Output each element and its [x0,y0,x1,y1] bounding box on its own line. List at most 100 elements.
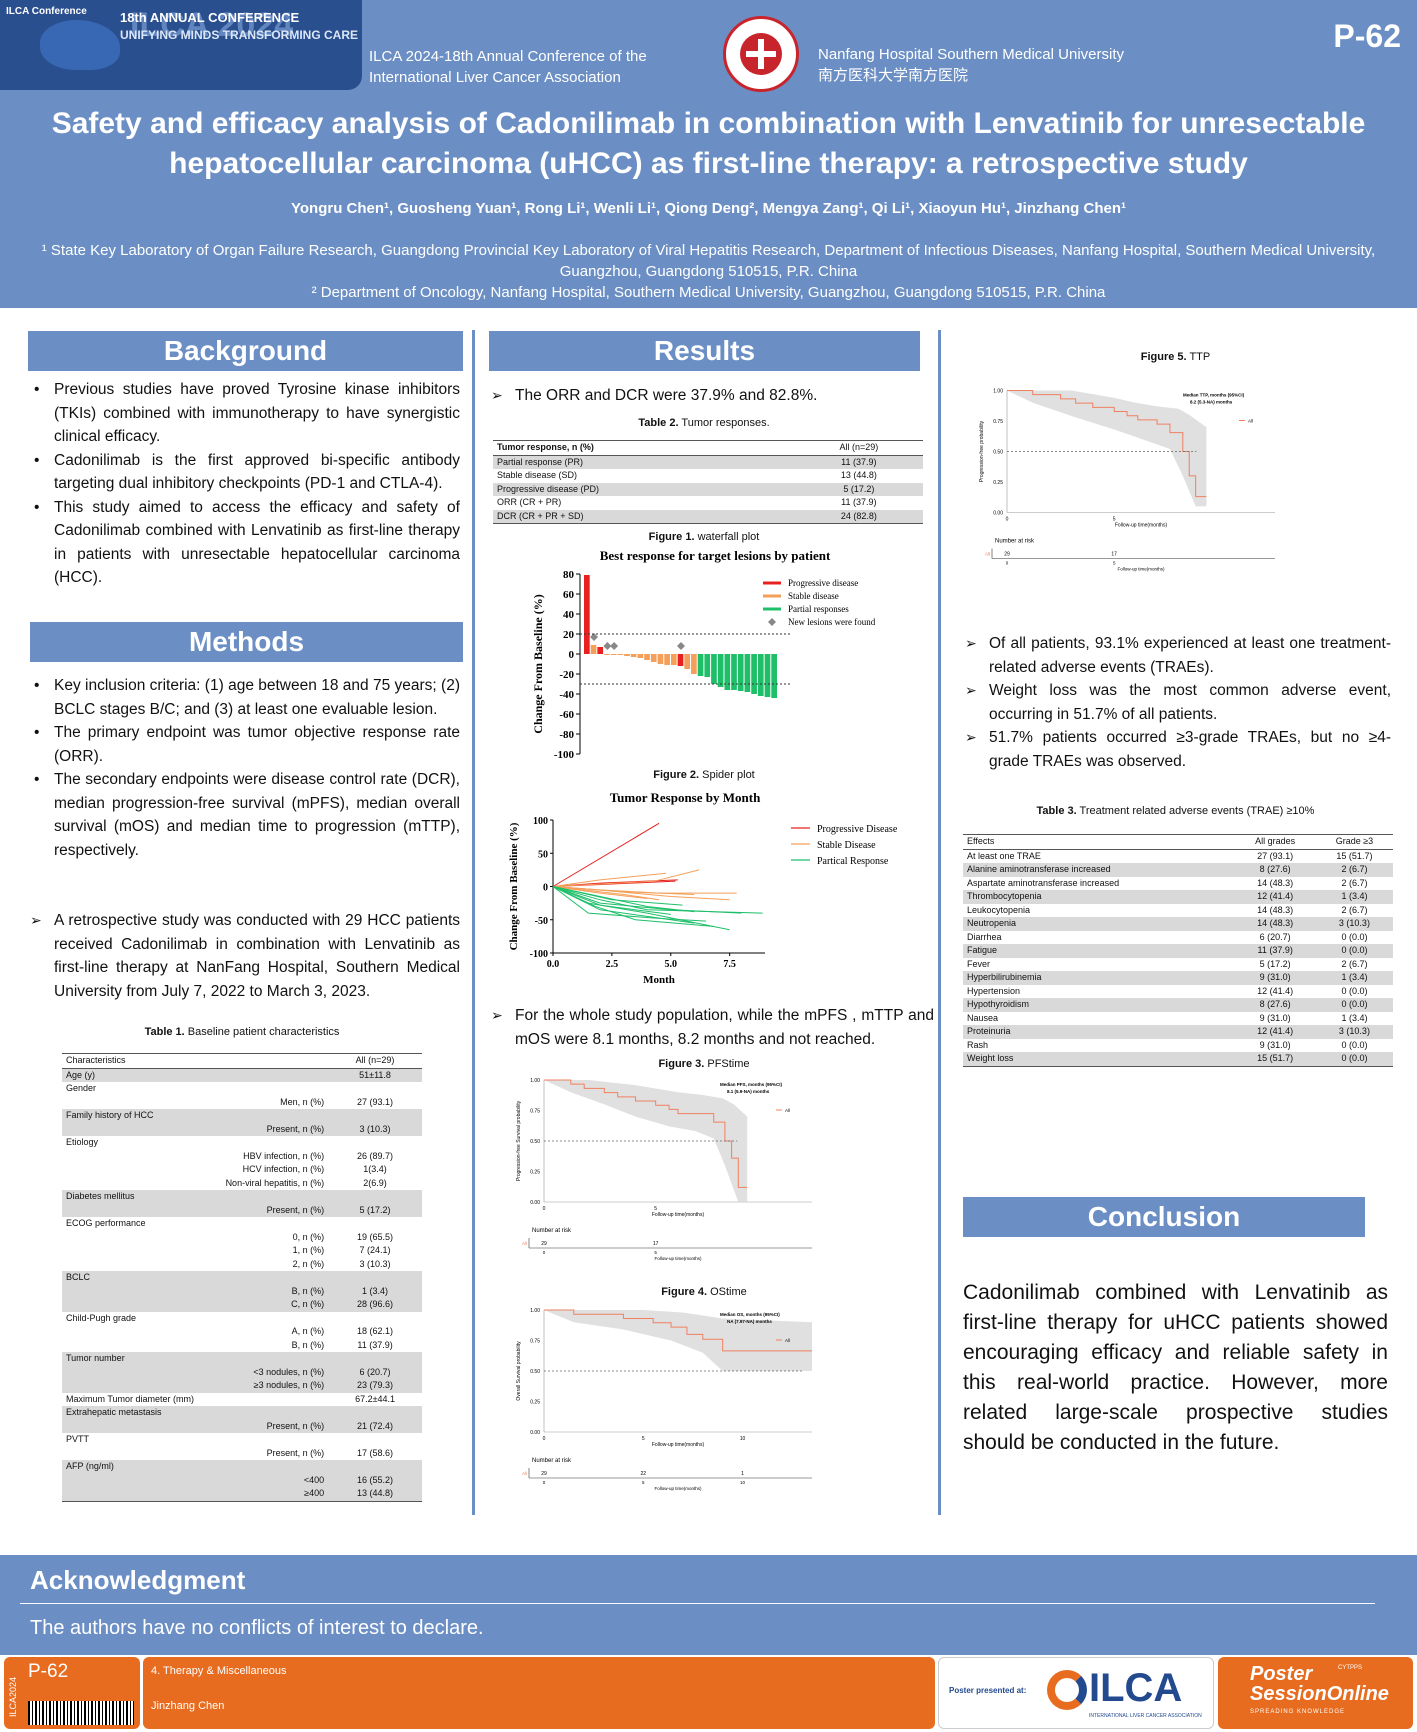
table1-value [328,1312,422,1326]
risk-count: 17 [653,1241,659,1247]
table2-label: ORR (CR + PR) [497,497,562,507]
table3-grade3: 0 (0.0) [1341,1039,1368,1050]
legend-label: All [1248,419,1253,424]
y-tick-label: 40 [563,609,575,621]
spider-line [552,886,707,922]
risk-label: All [522,1471,527,1476]
table1-label: Child-Pugh grade [66,1312,137,1323]
x-tick-label: 5.0 [665,959,678,970]
table1-label: Present, n (%) [266,1204,325,1215]
conclusion-heading: Conclusion [963,1197,1365,1237]
banner-line1: 18th ANNUAL CONFERENCE [120,10,300,25]
risk-x-label: Follow-up time(months) [654,1486,702,1491]
y-tick-label: -50 [535,916,548,927]
y-tick-label: 0 [569,649,575,661]
spider-line [552,872,667,887]
table1-value [328,1082,422,1096]
legend-label: Progressive disease [788,578,858,588]
spider-line [552,886,683,906]
waterfall-bar [590,645,597,654]
risk-label: All [522,1241,527,1246]
methods-list: Key inclusion criteria: (1) age between … [28,674,460,862]
legend-label: Stable Disease [817,840,876,851]
table1-label: ≥400 [304,1488,325,1498]
km-curve [544,1309,812,1352]
table1-label: B, n (%) [291,1339,325,1350]
table2-value: 11 (37.9) [841,456,877,467]
methods-design: A retrospective study was conducted with… [28,909,460,1003]
table3-effect: Fatigue [967,945,998,955]
table3-effect: Nausea [967,1012,999,1023]
table3-grade3: 1 (3.4) [1341,1012,1368,1023]
x-axis-label: Month [643,974,675,986]
y-tick-label: -40 [559,689,574,701]
table3-header-grade3: Grade ≥3 [1335,836,1374,846]
table1-value: 67.2±44.1 [355,1393,396,1404]
table-row: ≥3 nodules, n (%) 23 (79.3) [62,1379,422,1393]
hospital-cn: 南方医科大学南方医院 [818,67,969,84]
table2-header-all: All (n=29) [839,442,879,452]
background-list: Previous studies have proved Tyrosine ki… [28,378,460,590]
poster-title: Safety and efficacy analysis of Cadonili… [20,104,1397,184]
waterfall-bar [751,654,757,694]
ilca-swirl-icon [1047,1670,1087,1710]
table3-all: 5 (17.2) [1259,958,1291,969]
table3-effect: Hypothyroidism [967,999,1030,1009]
table3-grade3: 0 (0.0) [1341,985,1368,996]
table1-caption: Table 1. Baseline patient characteristic… [144,1026,340,1038]
table1-header-all: All (n=29) [355,1055,395,1065]
table1-value [328,1433,422,1447]
footer: ILCA2024 P-62 4. Therapy & Miscellaneous… [0,1655,1417,1732]
spider-line [552,886,730,901]
adverse-event-point: Of all patients, 93.1% experienced at le… [963,632,1391,679]
table3-all: 14 (48.3) [1257,918,1294,928]
table1-value: 3 (10.3) [359,1258,391,1269]
table3-all: 27 (93.1) [1257,850,1294,861]
table-row: Tumor number [62,1352,422,1366]
y-tick-label: 0.00 [530,1430,540,1436]
legend-label: Stable disease [788,591,839,601]
table-row: Diarrhea 6 (20.7) 0 (0.0) [963,931,1393,945]
y-tick-label: 0.50 [530,1369,540,1375]
x-tick-label: 0 [1006,517,1009,523]
y-tick-label: -100 [554,749,575,761]
y-tick-label: 0.75 [993,419,1003,425]
orr-text: The ORR and DCR were 37.9% and 82.8%. [489,384,919,408]
table1-value: 1 (3.4) [362,1285,389,1296]
presented-at: Poster presented at: [949,1686,1027,1695]
median-value: 8.1 (5.9-NA) months [727,1089,770,1094]
table3-header-all-grades: All grades [1255,836,1296,846]
table1-label: Present, n (%) [266,1420,325,1431]
y-tick-label: 0.25 [530,1170,540,1176]
table-row: B, n (%) 11 (37.9) [62,1339,422,1353]
table-row: Rash 9 (31.0) 0 (0.0) [963,1039,1393,1053]
methods-item: The secondary endpoints were disease con… [28,768,460,862]
column-divider [938,330,941,1515]
waterfall-bar [604,654,610,655]
os-km-plot: 0.00 0.25 0.50 0.75 1.00 0 5 10 Follow-up time(m… [512,1302,892,1507]
table-row: Hyperbilirubinemia 9 (31.0) 1 (3.4) [963,971,1393,985]
table3-grade3: 3 (10.3) [1338,918,1370,928]
x-tick-label: 5 [642,1436,645,1442]
table1-value: 7 (24.1) [359,1245,391,1255]
confidence-band [544,1310,812,1371]
survival-text: For the whole study population, while th… [489,1004,934,1051]
y-tick-label: 0.00 [993,511,1003,517]
poster-session-online-logo[interactable]: Poster CYTPPS SessionOnline SPREADING KN… [1218,1657,1413,1729]
table-row: B, n (%) 1 (3.4) [62,1284,422,1298]
table-row: Extrahepatic metastasis [62,1406,422,1420]
y-tick-label: 80 [563,569,575,581]
table-row: Present, n (%) 5 (17.2) [62,1203,422,1217]
table2-label: Stable disease (SD) [497,470,578,480]
table1-label: BCLC [66,1272,91,1282]
ilca-logo-box[interactable]: Poster presented at: ILCA INTERNATIONAL … [938,1657,1214,1729]
y-tick-label: -100 [530,949,548,960]
table-row: Non-viral hepatitis, n (%) 2(6.9) [62,1177,422,1191]
y-tick-label: 0.25 [993,480,1003,486]
acknowledgment-heading: Acknowledgment [30,1565,246,1595]
table1-label: A, n (%) [291,1326,325,1336]
waterfall-bar [764,654,771,697]
risk-x-label: Follow-up time(months) [1117,567,1165,572]
fig5-caption: Figure 5. TTP [1140,351,1211,363]
table3-grade3: 1 (3.4) [1341,891,1368,901]
